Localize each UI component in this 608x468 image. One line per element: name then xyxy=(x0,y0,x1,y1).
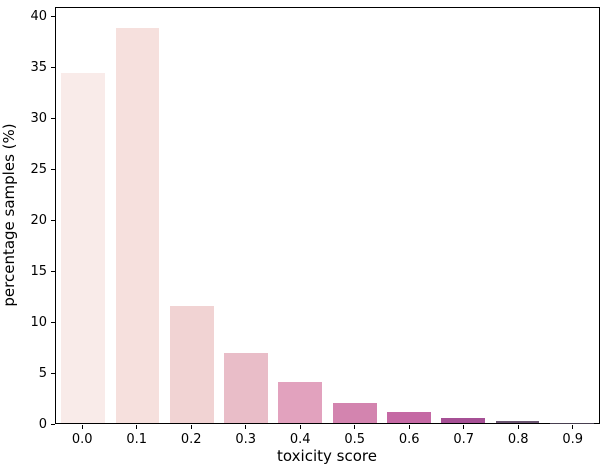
x-tick-mark xyxy=(245,425,247,429)
y-tick-label: 0 xyxy=(38,416,47,432)
y-tick-label: 40 xyxy=(30,9,47,25)
y-tick-label: 20 xyxy=(30,212,47,228)
y-axis-label: percentage samples (%) xyxy=(0,123,18,307)
x-tick-mark xyxy=(190,425,192,429)
x-tick-label: 0.1 xyxy=(126,432,148,447)
y-tick-mark xyxy=(51,219,55,221)
y-tick-label: 15 xyxy=(30,263,47,279)
x-tick-mark xyxy=(299,425,301,429)
x-tick-label: 0.5 xyxy=(344,432,366,447)
y-tick-mark xyxy=(51,168,55,170)
x-tick-mark xyxy=(354,425,356,429)
x-tick-label: 0.7 xyxy=(453,432,475,447)
bar-0.3 xyxy=(224,353,268,423)
bar-0.4 xyxy=(278,382,323,423)
y-tick-label: 10 xyxy=(30,314,47,330)
x-tick-label: 0.4 xyxy=(289,432,311,447)
y-tick-mark xyxy=(51,67,55,69)
bar-0.2 xyxy=(169,306,214,423)
y-tick-label: 25 xyxy=(30,161,47,177)
x-tick-label: 0.9 xyxy=(562,432,584,447)
bars-container xyxy=(56,8,599,423)
y-tick-mark xyxy=(51,321,55,323)
plot-area xyxy=(55,7,600,424)
y-tick-mark xyxy=(51,118,55,119)
bar-0.0 xyxy=(61,73,106,423)
x-tick-mark xyxy=(517,425,519,429)
bar-0.9 xyxy=(549,422,594,423)
x-tick-mark xyxy=(408,425,410,429)
x-tick-mark xyxy=(81,425,83,429)
y-tick-label: 30 xyxy=(30,111,47,126)
y-tick-label: 5 xyxy=(38,365,47,381)
bar-0.7 xyxy=(441,417,486,423)
bar-0.6 xyxy=(387,411,431,423)
bar-0.5 xyxy=(332,402,377,423)
x-axis-label: toxicity score xyxy=(277,447,377,465)
x-tick-label: 0.8 xyxy=(507,432,529,447)
y-tick-mark xyxy=(51,270,55,272)
x-tick-mark xyxy=(572,425,574,429)
y-tick-label: 35 xyxy=(30,60,47,76)
x-tick-label: 0.6 xyxy=(398,432,420,447)
y-tick-mark xyxy=(51,423,55,425)
bar-0.8 xyxy=(495,420,540,423)
x-tick-mark xyxy=(463,425,465,429)
bar-0.1 xyxy=(115,27,160,423)
x-tick-label: 0.3 xyxy=(235,432,257,447)
x-tick-label: 0.0 xyxy=(71,432,93,447)
y-tick-mark xyxy=(51,372,55,374)
x-tick-mark xyxy=(136,425,138,429)
x-tick-label: 0.2 xyxy=(180,432,202,447)
y-tick-mark xyxy=(51,16,55,18)
